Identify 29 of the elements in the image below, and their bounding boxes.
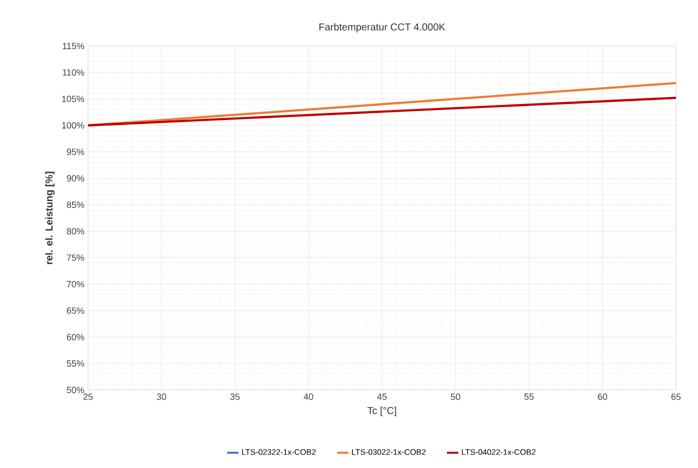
y-tick-label: 65% (66, 307, 84, 314)
y-tick-label: 55% (66, 360, 84, 367)
chart-title: Farbtemperatur CCT 4.000K (319, 23, 446, 32)
x-tick-label: 25 (83, 394, 93, 400)
x-tick-label: 30 (156, 394, 166, 400)
legend-label: LTS-03022-1x-COB2 (352, 449, 426, 455)
x-tick-label: 45 (377, 394, 387, 400)
legend-label: LTS-04022-1x-COB2 (462, 449, 536, 455)
x-tick-label: 50 (450, 394, 460, 400)
y-tick-label: 60% (66, 334, 84, 340)
legend-label: LTS-02322-1x-COB2 (242, 449, 316, 455)
x-tick-label: 65 (671, 394, 681, 400)
x-tick-label: 35 (230, 394, 240, 400)
x-axis-title: Tc [°C] (367, 406, 396, 416)
y-tick-label: 110% (62, 69, 84, 76)
y-tick-label: 100% (62, 122, 84, 129)
y-tick-label: 85% (66, 202, 84, 208)
x-tick-label: 40 (304, 394, 314, 400)
y-tick-label: 115% (62, 42, 84, 50)
y-tick-label: 80% (66, 228, 84, 234)
y-tick-label: 75% (66, 254, 84, 261)
y-tick-label: 95% (66, 148, 84, 156)
y-tick-label: 105% (62, 96, 84, 102)
x-tick-label: 60 (598, 394, 608, 400)
y-tick-label: 70% (66, 280, 84, 288)
y-tick-label: 90% (66, 175, 84, 182)
y-axis-title: rel. el. Leistung [%] (45, 172, 55, 264)
x-tick-label: 55 (524, 394, 534, 400)
y-tick-label: 50% (66, 386, 84, 394)
